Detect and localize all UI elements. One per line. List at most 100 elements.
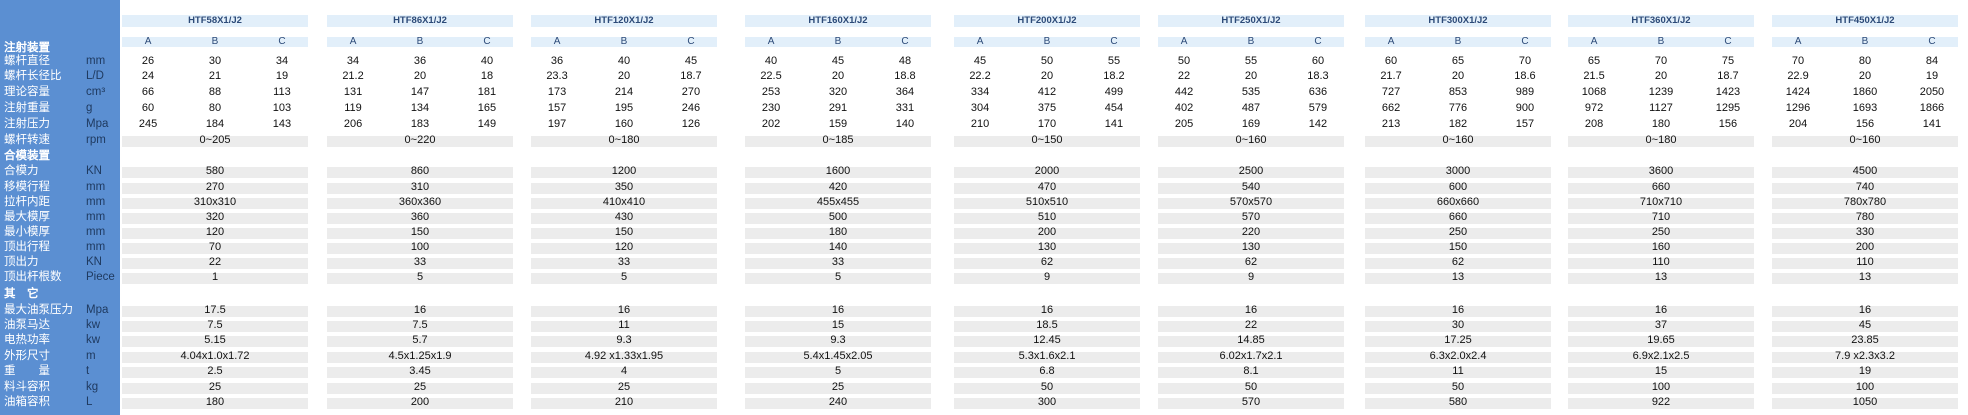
row-unit: kg [86,381,99,393]
row-label: 最大模厚 [4,211,50,223]
row-unit: KN [86,256,102,268]
row-label: 重 量 [4,365,50,377]
row-band [327,352,513,363]
row-label: 最大油泵压力 [4,304,73,316]
row-band [531,167,717,178]
value-cell: 1693 [1852,102,1878,114]
value-cell: 972 [1584,102,1604,114]
value-cell: 16 [831,304,845,316]
value-cell: 1866 [1919,102,1945,114]
value-cell: 66 [141,86,155,98]
value-cell: 3.45 [409,365,431,377]
value-cell: 103 [272,102,292,114]
value-cell: 16 [1451,304,1465,316]
value-cell: 17.5 [204,304,226,316]
row-band [1365,183,1551,194]
value-cell: 600 [1448,181,1468,193]
row-band [1365,273,1551,284]
col-letter: C [278,36,286,47]
row-unit: mm [86,241,106,253]
value-cell: 245 [138,118,158,130]
row-band [1158,198,1344,209]
row-band [1158,258,1344,269]
row-band [531,273,717,284]
row-band [1365,213,1551,224]
value-cell: 9.3 [616,334,632,346]
value-cell: 710x710 [1639,196,1683,208]
value-cell: 7.5 [207,319,223,331]
value-cell: 120 [614,241,634,253]
row-unit: Piece [86,271,115,283]
value-cell: 16 [1040,304,1054,316]
row-band [954,183,1140,194]
value-cell: 22.2 [969,70,991,82]
row-band [1365,367,1551,378]
value-cell: 660x660 [1436,196,1480,208]
row-band [745,321,931,332]
row-band [1158,136,1344,147]
row-band [1158,321,1344,332]
value-cell: 110 [1856,256,1874,268]
value-cell: 776 [1448,102,1468,114]
row-label: 顶出行程 [4,241,50,253]
row-band [531,198,717,209]
row-band [1158,352,1344,363]
value-cell: 36 [413,55,427,67]
value-cell: 0~185 [822,134,854,146]
value-cell: 1860 [1852,86,1878,98]
row-unit: g [86,102,93,114]
value-cell: 20 [1451,70,1465,82]
value-cell: 120 [205,226,225,238]
model-header: HTF120X1/J2 [531,15,717,27]
value-cell: 0~220 [404,134,436,146]
value-cell: 40 [480,55,494,67]
row-band [745,167,931,178]
model-header: HTF360X1/J2 [1568,15,1754,27]
value-cell: 50 [1040,381,1054,393]
value-cell: 660 [1651,181,1671,193]
value-cell: 7.9 x2.3x3.2 [1835,350,1895,362]
value-cell: 8.1 [1243,365,1259,377]
value-cell: 6.8 [1039,365,1055,377]
row-label: 顶出力 [4,256,39,268]
row-band [954,273,1140,284]
value-cell: 45 [684,55,698,67]
value-cell: 989 [1515,86,1535,98]
row-band [1568,383,1754,394]
value-cell: 1127 [1649,102,1673,114]
row-band [327,136,513,147]
row-label: 外形尺寸 [4,350,50,362]
row-band [1772,383,1958,394]
value-cell: 430 [614,211,634,223]
value-cell: 50 [1177,55,1191,67]
row-band [1365,352,1551,363]
col-letter: A [349,36,357,47]
row-band [954,398,1140,409]
row-band [531,258,717,269]
row-label: 移模行程 [4,181,50,193]
row-band [531,228,717,239]
row-band [1772,352,1958,363]
value-cell: 157 [1515,118,1535,130]
value-cell: 580 [1448,396,1468,408]
row-unit: mm [86,55,106,67]
value-cell: 7.5 [412,319,428,331]
value-cell: 11 [618,319,630,331]
value-cell: 131 [343,86,363,98]
value-cell: 5 [834,271,842,283]
value-cell: 570 [1241,211,1261,223]
value-cell: 33 [617,256,631,268]
value-cell: 253 [761,86,781,98]
row-band [954,198,1140,209]
value-cell: 75 [1721,55,1735,67]
row-band [1568,243,1754,254]
row-unit: kw [86,319,101,331]
col-letter: A [144,36,152,47]
row-unit: t [86,365,90,377]
row-band [954,37,1140,47]
value-cell: 510x510 [1025,196,1069,208]
value-cell: 1423 [1715,86,1741,98]
value-cell: 780x780 [1843,196,1887,208]
row-band [954,383,1140,394]
row-band [1568,258,1754,269]
